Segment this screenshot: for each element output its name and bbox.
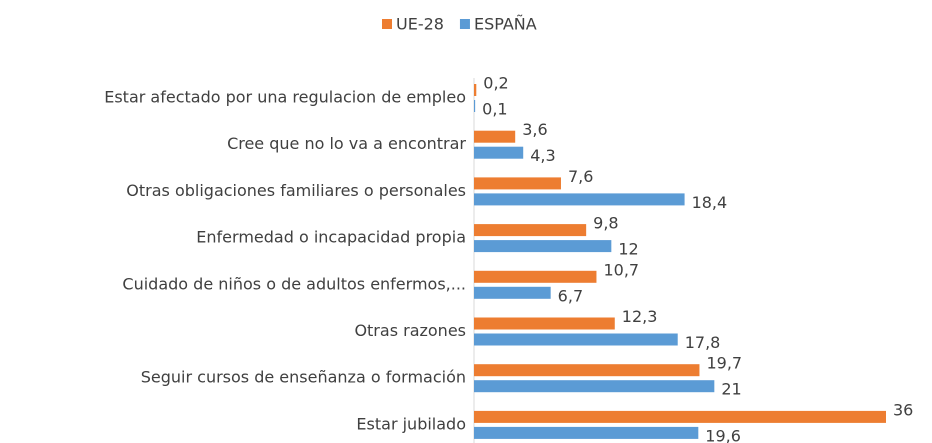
value-label: 10,7 <box>603 260 639 279</box>
bar <box>474 317 615 330</box>
value-label: 0,1 <box>482 100 507 119</box>
bar <box>474 146 524 159</box>
bar <box>474 224 587 237</box>
category-label: Estar jubilado <box>356 414 466 433</box>
category-label: Otras razones <box>354 321 466 340</box>
value-label: 17,8 <box>685 333 721 352</box>
legend-swatch <box>459 19 470 29</box>
bar <box>474 84 477 96</box>
value-label: 19,6 <box>705 426 741 443</box>
category-label: Seguir cursos de enseñanza o formación <box>141 368 466 387</box>
value-label: 18,4 <box>692 193 728 212</box>
category-label: Estar afectado por una regulacion de emp… <box>104 88 466 107</box>
bar <box>474 333 678 346</box>
value-label: 9,8 <box>593 214 618 233</box>
bar <box>474 426 699 439</box>
bar <box>474 130 516 143</box>
category-label: Cuidado de niños o de adultos enfermos,.… <box>122 274 466 293</box>
bar <box>474 286 551 299</box>
bar <box>474 240 612 253</box>
category-label: Enfermedad o incapacidad propia <box>196 228 466 247</box>
value-label: 6,7 <box>558 286 583 305</box>
value-label: 4,3 <box>530 146 555 165</box>
legend-label: ESPAÑA <box>474 15 537 34</box>
bar <box>474 410 886 423</box>
bar <box>474 380 715 393</box>
value-label: 12 <box>618 240 638 259</box>
legend-swatch <box>382 19 392 29</box>
value-label: 3,6 <box>522 120 547 139</box>
value-label: 12,3 <box>622 307 658 326</box>
value-label: 0,2 <box>483 74 508 93</box>
bar <box>474 270 597 283</box>
value-label: 36 <box>893 400 913 419</box>
bar <box>474 177 561 190</box>
bar <box>474 364 700 377</box>
bar <box>474 193 685 206</box>
value-label: 21 <box>721 380 741 399</box>
bar <box>474 100 476 112</box>
category-label: Cree que no lo va a encontrar <box>227 134 466 153</box>
value-label: 19,7 <box>706 354 742 373</box>
value-label: 7,6 <box>568 167 593 186</box>
category-label: Otras obligaciones familiares o personal… <box>126 181 466 200</box>
legend-label: UE-28 <box>396 15 444 34</box>
